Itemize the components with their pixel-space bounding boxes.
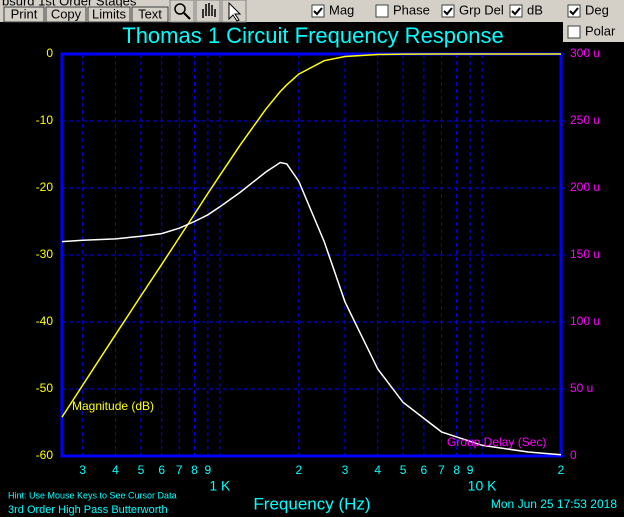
- zoom-icon-handle: [183, 12, 191, 20]
- checkbox[interactable]: [509, 4, 523, 18]
- x-tick-label: 5: [400, 463, 407, 477]
- x-tick-label: 9: [205, 463, 212, 477]
- y-tick-label: -30: [36, 247, 54, 261]
- toolbar-button[interactable]: [3, 6, 45, 23]
- y2-tick-label: 300 u: [570, 46, 600, 60]
- toolbar-button[interactable]: [87, 6, 131, 23]
- x-tick-label: 3: [342, 463, 349, 477]
- checkbox[interactable]: [567, 4, 581, 18]
- series-line: [61, 53, 561, 418]
- series-label: Group Delay (Sec): [447, 435, 546, 449]
- x-tick-label: 8: [191, 463, 198, 477]
- x-tick-label: 3: [79, 463, 86, 477]
- x-tick-label: 7: [438, 463, 445, 477]
- checkbox-label[interactable]: Polar: [585, 23, 616, 38]
- x-tick-label: 2: [558, 463, 565, 477]
- checkbox-label[interactable]: Mag: [329, 2, 354, 17]
- checkbox[interactable]: [441, 4, 455, 18]
- checkbox[interactable]: [311, 4, 325, 18]
- checkmark: [569, 7, 579, 16]
- description: 3rd Order High Pass Butterworth: [8, 504, 168, 516]
- zoom-tool[interactable]: [169, 0, 195, 23]
- zoom-icon: [174, 3, 186, 15]
- hint: Hint: Use Mouse Keys to See Cursor Data: [8, 490, 177, 500]
- y-tick-label: -40: [36, 314, 54, 328]
- button-label: Copy: [51, 6, 82, 21]
- tool-icons: [169, 0, 247, 23]
- pan-tool[interactable]: [195, 0, 221, 23]
- checkbox-label[interactable]: Deg: [585, 2, 609, 17]
- x-tick-label: 2: [295, 463, 302, 477]
- y-tick-label: 0: [46, 46, 53, 60]
- x-tick-label: 4: [374, 463, 381, 477]
- y2-tick-label: 250 u: [570, 113, 600, 127]
- tab-label[interactable]: bsurd 1st Order Stages: [2, 0, 137, 8]
- y2-tick-label: 50 u: [570, 381, 593, 395]
- toolbar-button[interactable]: [131, 6, 169, 23]
- checkmark: [313, 7, 323, 16]
- timestamp: Mon Jun 25 17:53 2018: [491, 497, 617, 511]
- x-tick-label: 4: [112, 463, 119, 477]
- checkbox-label[interactable]: Grp Del: [459, 2, 504, 17]
- y2-tick-label: 100 u: [570, 314, 600, 328]
- x-axis-label: Frequency (Hz): [253, 494, 370, 513]
- x-tick-label: 9: [467, 463, 474, 477]
- y-tick-label: -10: [36, 113, 54, 127]
- checkbox-label[interactable]: dB: [527, 2, 543, 17]
- y-tick-label: -20: [36, 180, 54, 194]
- checkbox-label[interactable]: Phase: [393, 2, 430, 17]
- y-tick-label: -50: [36, 381, 54, 395]
- series-label: Magnitude (dB): [72, 399, 154, 413]
- series-line: [61, 161, 562, 456]
- button-label: Limits: [92, 6, 126, 21]
- x-tick-label: 6: [158, 463, 165, 477]
- checkbox[interactable]: [375, 4, 389, 18]
- arrow-icon: [228, 1, 242, 22]
- checkmark: [511, 7, 521, 16]
- toolbar-button[interactable]: [45, 6, 87, 23]
- x-tick-label: 1 K: [209, 478, 231, 494]
- x-tick-label: 10 K: [468, 478, 497, 494]
- x-tick-label: 5: [138, 463, 145, 477]
- y2-tick-label: 0: [570, 448, 577, 462]
- checkbox[interactable]: [567, 25, 581, 39]
- x-tick-label: 7: [176, 463, 183, 477]
- hand-icon: [202, 3, 216, 18]
- x-tick-label: 6: [421, 463, 428, 477]
- y-tick-label: -60: [36, 448, 54, 462]
- y2-tick-label: 150 u: [570, 247, 600, 261]
- y2-tick-label: 200 u: [570, 180, 600, 194]
- chart-title: Thomas 1 Circuit Frequency Response: [122, 23, 504, 48]
- x-tick-label: 8: [453, 463, 460, 477]
- plot-border: [60, 52, 563, 458]
- button-label: Print: [11, 6, 38, 21]
- button-label: Text: [138, 6, 162, 21]
- checkmark: [443, 7, 453, 16]
